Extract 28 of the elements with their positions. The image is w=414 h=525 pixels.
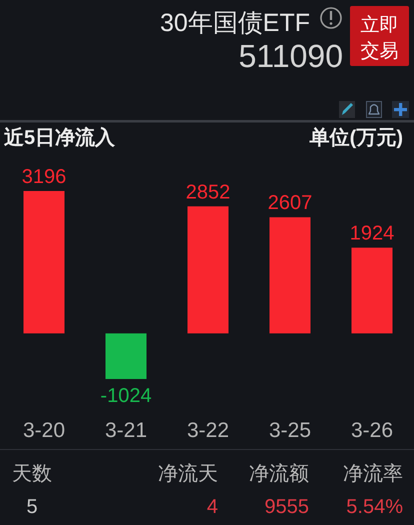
x-tick-label: 3-25 xyxy=(268,419,312,442)
bar xyxy=(270,217,310,334)
data-label: 2607 xyxy=(268,192,312,214)
x-tick-label: 3-22 xyxy=(186,419,230,442)
button: 立即交易 xyxy=(350,6,409,66)
bar xyxy=(24,191,64,334)
y-axis-title: 单位(万元) xyxy=(308,126,403,149)
text: 30年国债ETF xyxy=(160,9,310,37)
x-tick-label: 3-21 xyxy=(104,419,148,442)
text: 天数 xyxy=(12,463,52,485)
data-label: 1924 xyxy=(350,222,394,245)
text: 511090 xyxy=(238,38,343,74)
text: 5 xyxy=(26,496,38,518)
text: 5.54% xyxy=(346,496,404,518)
bar xyxy=(188,206,228,334)
text: 9555 xyxy=(264,496,309,518)
text: 4 xyxy=(206,496,218,518)
data-label: -1024 xyxy=(100,385,152,407)
text: 净流额 xyxy=(249,463,309,485)
text: 净流率 xyxy=(343,463,403,485)
x-tick-label: 3-26 xyxy=(350,419,394,442)
data-label: 3196 xyxy=(22,166,66,188)
text: 净流天 xyxy=(158,463,218,485)
x-tick-label: 3-20 xyxy=(22,419,66,442)
chart-title: 近5日净流入 xyxy=(3,126,116,149)
bar xyxy=(106,333,146,379)
data-label: 2852 xyxy=(186,181,230,204)
bar xyxy=(352,248,392,334)
